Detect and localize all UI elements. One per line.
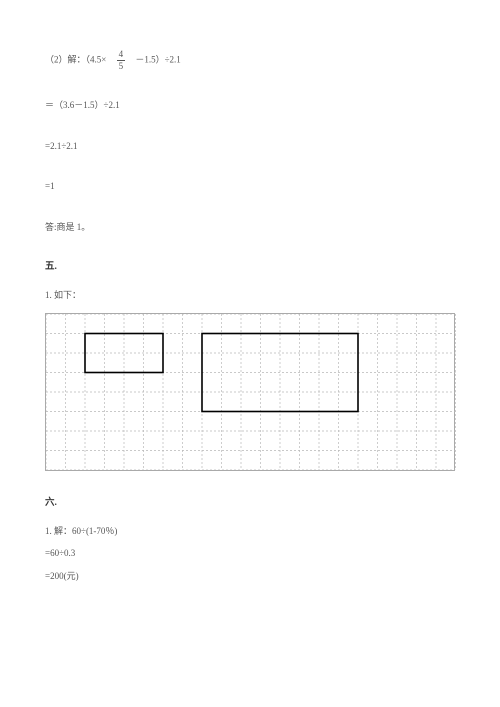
fraction: 4 5 — [117, 50, 126, 71]
section-6-line1: 1. 解：60÷(1-70％) — [45, 525, 455, 538]
section-5-item1: 1. 如下： — [45, 289, 455, 302]
fraction-den: 5 — [117, 61, 126, 71]
problem2-tail: －1.5）÷2.1 — [135, 55, 180, 65]
section-6-line2: =60÷0.3 — [45, 547, 455, 560]
fraction-num: 4 — [117, 50, 126, 61]
grid-diagram — [46, 314, 456, 470]
section-6-line3: =200(元) — [45, 570, 455, 583]
problem2-step2: =2.1÷2.1 — [45, 140, 455, 153]
problem2-answer: 答:商是 1。 — [45, 221, 455, 234]
grid-container — [45, 313, 455, 471]
problem2-step3: =1 — [45, 180, 455, 193]
section-6-heading: 六. — [45, 497, 455, 510]
problem2-prefix: （2）解：（4.5× — [45, 55, 106, 65]
problem2-step1: ＝（3.6－1.5）÷2.1 — [45, 99, 455, 112]
section-5-heading: 五. — [45, 261, 455, 274]
problem2-line0: （2）解：（4.5× 4 5 －1.5）÷2.1 — [45, 50, 455, 71]
